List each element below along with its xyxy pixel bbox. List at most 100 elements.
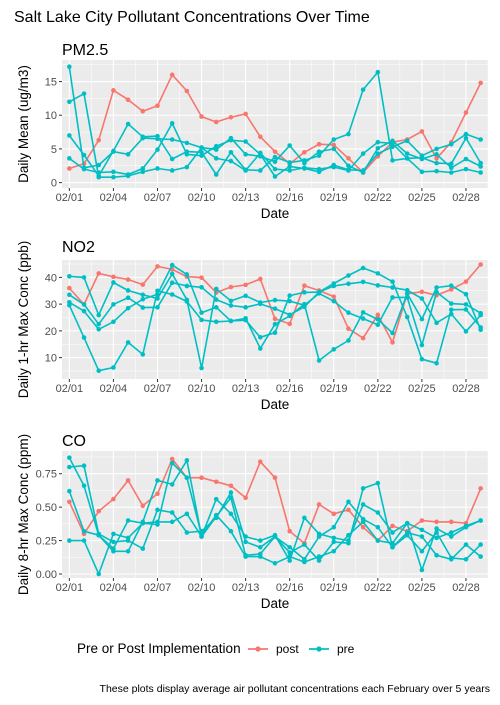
data-point xyxy=(272,166,278,172)
data-point xyxy=(199,145,204,150)
x-tick-label: 02/04 xyxy=(100,582,128,594)
series-pre-3 xyxy=(67,279,483,334)
data-point xyxy=(360,265,366,271)
data-point xyxy=(302,542,307,547)
data-point xyxy=(448,519,454,525)
data-point xyxy=(360,516,366,522)
data-point xyxy=(434,526,439,531)
panel-no2: NO2 10 20 30 40 02/01 02/04 02/07 02/10 02/13 02/1… xyxy=(16,239,489,412)
data-point xyxy=(213,496,219,502)
y-tick-label: 20 xyxy=(45,326,57,338)
data-point xyxy=(434,160,439,166)
x-axis-label: Date xyxy=(261,206,290,221)
x-tick-label: 02/16 xyxy=(276,192,304,204)
x-tick-label: 02/07 xyxy=(144,192,172,204)
data-point xyxy=(287,321,292,327)
x-tick-label: 02/04 xyxy=(100,383,128,395)
data-point xyxy=(125,305,131,311)
data-point xyxy=(331,298,337,304)
data-point xyxy=(243,539,248,545)
data-point xyxy=(390,279,395,284)
data-point xyxy=(184,152,190,157)
data-point xyxy=(243,293,248,299)
legend-post-point xyxy=(255,646,261,652)
data-point xyxy=(111,548,116,554)
data-point xyxy=(346,273,351,278)
data-point xyxy=(419,518,425,523)
data-point xyxy=(140,282,146,287)
data-point xyxy=(375,538,381,543)
legend-label-post: post xyxy=(276,642,299,656)
data-point xyxy=(390,523,395,529)
data-point xyxy=(463,307,469,312)
data-point xyxy=(67,538,72,543)
x-tick-label: 02/22 xyxy=(364,582,392,594)
data-point xyxy=(81,463,87,469)
data-point xyxy=(155,507,160,513)
data-point xyxy=(169,121,175,126)
data-point xyxy=(81,308,87,314)
data-point xyxy=(404,151,410,156)
data-point xyxy=(111,274,116,280)
data-point xyxy=(243,495,248,501)
data-point xyxy=(125,518,131,523)
data-point xyxy=(213,119,219,125)
data-point xyxy=(463,329,469,334)
data-point xyxy=(67,156,72,161)
data-point xyxy=(346,167,351,173)
data-point xyxy=(67,166,72,171)
data-point xyxy=(184,458,190,463)
x-tick-label: 02/16 xyxy=(276,383,304,395)
data-point xyxy=(302,149,307,155)
x-tick-label: 02/16 xyxy=(276,582,304,594)
data-point xyxy=(169,456,175,462)
data-point xyxy=(346,338,351,343)
data-point xyxy=(302,166,307,171)
data-point xyxy=(404,532,410,538)
data-point xyxy=(375,510,381,515)
data-point xyxy=(155,291,160,297)
data-point xyxy=(199,475,204,481)
data-point xyxy=(360,335,366,341)
data-point xyxy=(125,172,131,177)
data-point xyxy=(331,535,337,541)
data-point xyxy=(287,143,292,148)
data-point xyxy=(448,161,454,167)
data-point xyxy=(67,499,72,505)
data-point xyxy=(360,524,366,530)
panel-title: CO xyxy=(62,433,86,450)
x-tick-label: 02/01 xyxy=(56,192,84,204)
data-point xyxy=(448,307,454,313)
data-point xyxy=(419,356,425,362)
data-point xyxy=(272,149,278,154)
x-tick-label: 02/22 xyxy=(364,383,392,395)
data-point xyxy=(213,305,219,310)
data-point xyxy=(316,289,322,295)
data-point xyxy=(140,166,146,171)
data-point xyxy=(111,365,116,370)
legend-label-pre: pre xyxy=(337,642,355,656)
data-point xyxy=(140,297,146,302)
data-point xyxy=(331,137,337,142)
data-point xyxy=(478,170,483,175)
data-point xyxy=(463,131,469,137)
data-point xyxy=(434,320,439,326)
data-point xyxy=(228,528,234,534)
data-point xyxy=(287,550,292,555)
data-point xyxy=(331,146,337,152)
data-point xyxy=(140,519,146,525)
data-point xyxy=(140,305,146,310)
data-point xyxy=(434,360,439,366)
data-point xyxy=(140,503,146,509)
y-tick-label: 0 xyxy=(51,178,57,190)
data-point xyxy=(111,148,116,154)
data-point xyxy=(81,483,87,489)
data-point xyxy=(331,524,337,530)
data-point xyxy=(243,534,248,539)
x-tick-label: 02/19 xyxy=(320,383,348,395)
data-point xyxy=(390,158,395,163)
data-point xyxy=(331,283,337,289)
data-point xyxy=(258,334,263,340)
data-point xyxy=(434,152,439,157)
data-point xyxy=(390,144,395,150)
